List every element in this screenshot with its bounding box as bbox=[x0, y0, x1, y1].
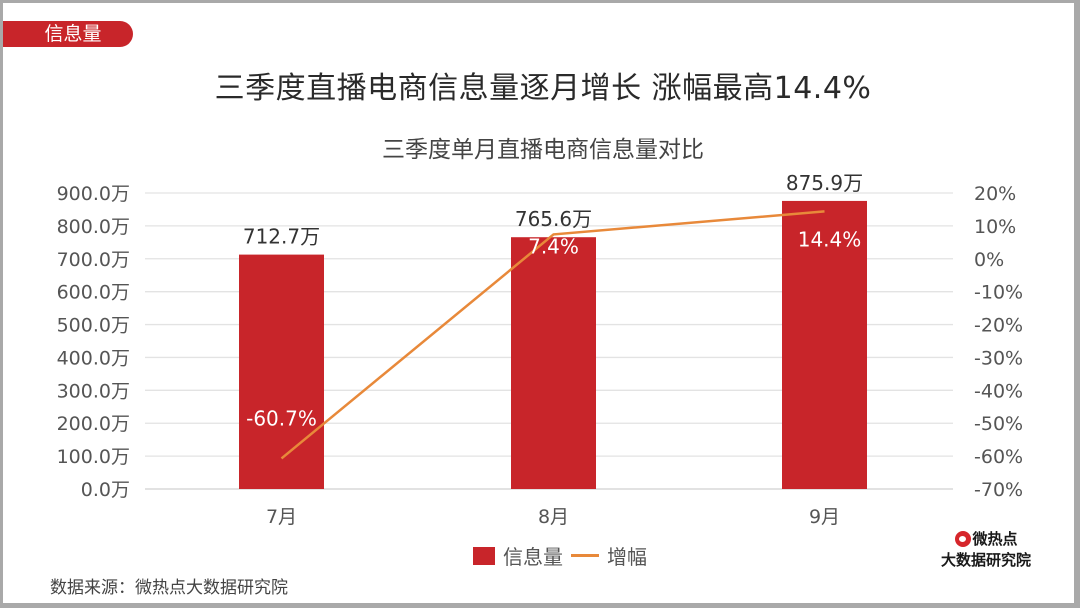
slide-frame: 信息量 三季度直播电商信息量逐月增长 涨幅最高14.4% 三季度单月直播电商信息… bbox=[3, 3, 1074, 603]
y-right-tick: -70% bbox=[974, 479, 1023, 501]
legend-bar-swatch bbox=[473, 546, 495, 565]
combo-chart: 0.0万 100.0万 200.0万 300.0万 400.0万 500.0万 600.0万… bbox=[57, 171, 1024, 528]
y-left-tick: 100.0万 bbox=[57, 446, 130, 468]
weibo-eye-icon bbox=[954, 530, 971, 547]
growth-value-label: 14.4% bbox=[798, 227, 862, 251]
y-left-tick: 500.0万 bbox=[57, 315, 130, 337]
legend-line-label: 增幅 bbox=[607, 545, 647, 569]
bar-7月 bbox=[239, 254, 324, 489]
y-right-tick: 20% bbox=[974, 183, 1016, 205]
y-left-tick: 900.0万 bbox=[57, 183, 130, 205]
page-title: 三季度直播电商信息量逐月增长 涨幅最高14.4% bbox=[214, 71, 872, 106]
data-source: 数据来源：微热点大数据研究院 bbox=[50, 578, 288, 598]
y-right-tick: 0% bbox=[974, 249, 1004, 271]
growth-line bbox=[280, 210, 825, 460]
y-left-tick: 700.0万 bbox=[57, 249, 130, 271]
x-axis-label: 9月 bbox=[809, 506, 840, 528]
x-axis-label: 8月 bbox=[538, 506, 569, 528]
brand-logo: 微热点 大数据研究院 bbox=[941, 528, 1031, 570]
y-left-tick: 200.0万 bbox=[57, 413, 130, 435]
logo-line2: 大数据研究院 bbox=[941, 551, 1032, 569]
y-right-tick: -50% bbox=[974, 413, 1023, 435]
legend-bar-label: 信息量 bbox=[503, 545, 563, 569]
y-left-tick: 0.0万 bbox=[81, 479, 130, 501]
chart-title: 三季度单月直播电商信息量对比 bbox=[382, 137, 704, 163]
y-right-tick: -10% bbox=[974, 282, 1023, 304]
y-left-tick: 600.0万 bbox=[57, 282, 130, 304]
growth-value-label: 7.4% bbox=[528, 234, 579, 258]
bar-value-label: 765.6万 bbox=[515, 207, 592, 231]
y-right-tick: -60% bbox=[974, 446, 1023, 468]
chart-legend: 信息量 增幅 bbox=[473, 541, 647, 570]
y-right-tick: -40% bbox=[974, 380, 1023, 402]
x-axis-label: 7月 bbox=[266, 506, 297, 528]
section-tag: 信息量 bbox=[3, 21, 133, 47]
bar-value-label: 875.9万 bbox=[786, 171, 863, 195]
legend-line-swatch bbox=[571, 554, 599, 557]
y-right-tick: -30% bbox=[974, 347, 1023, 369]
bar-8月 bbox=[511, 237, 596, 489]
y-right-tick: -20% bbox=[974, 315, 1023, 337]
logo-line1: 微热点 bbox=[972, 530, 1018, 548]
y-left-tick: 800.0万 bbox=[57, 216, 130, 238]
y-left-tick: 300.0万 bbox=[57, 380, 130, 402]
y-right-tick: 10% bbox=[974, 216, 1016, 238]
growth-value-label: -60.7% bbox=[246, 406, 317, 430]
bar-9月 bbox=[782, 200, 867, 490]
bar-value-label: 712.7万 bbox=[243, 225, 320, 249]
y-left-tick: 400.0万 bbox=[57, 347, 130, 369]
